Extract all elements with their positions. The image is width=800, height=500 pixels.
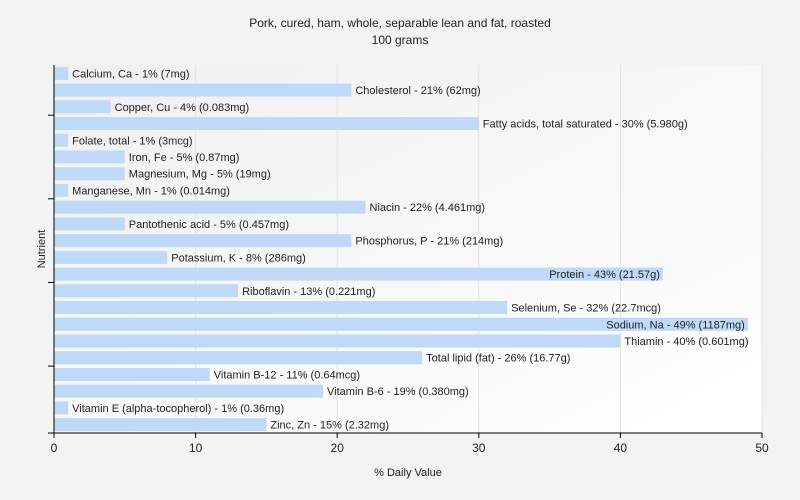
bar bbox=[54, 133, 69, 147]
bar bbox=[54, 401, 69, 415]
data-label: Vitamin B-6 - 19% (0.380mg) bbox=[327, 386, 469, 398]
data-label: Folate, total - 1% (3mcg) bbox=[72, 135, 192, 147]
data-label: Phosphorus, P - 21% (214mg) bbox=[355, 236, 503, 248]
bar bbox=[54, 351, 423, 365]
y-axis-label: Nutrient bbox=[36, 230, 48, 269]
bar bbox=[54, 317, 748, 331]
x-tick-label: 10 bbox=[189, 441, 203, 455]
bar bbox=[54, 367, 210, 381]
bar bbox=[54, 334, 621, 348]
data-label: Riboflavin - 13% (0.221mg) bbox=[242, 286, 375, 298]
data-label: Vitamin B-12 - 11% (0.64mcg) bbox=[214, 369, 360, 381]
bar bbox=[54, 183, 69, 197]
data-label: Pantothenic acid - 5% (0.457mg) bbox=[129, 219, 289, 231]
bar bbox=[54, 100, 111, 114]
x-tick-label: 0 bbox=[51, 441, 58, 455]
chart-title: Pork, cured, ham, whole, separable lean … bbox=[249, 16, 551, 30]
data-label: Fatty acids, total saturated - 30% (5.98… bbox=[483, 119, 688, 131]
data-label: Selenium, Se - 32% (22.7mcg) bbox=[511, 303, 661, 315]
x-tick-label: 50 bbox=[755, 441, 769, 455]
x-axis-label: % Daily Value bbox=[374, 467, 442, 479]
bar bbox=[54, 200, 366, 214]
data-label: Protein - 43% (21.57g) bbox=[549, 269, 660, 281]
data-label: Niacin - 22% (4.461mg) bbox=[370, 202, 486, 214]
chart-subtitle: 100 grams bbox=[371, 33, 429, 47]
bar bbox=[54, 418, 267, 432]
x-tick-label: 30 bbox=[472, 441, 486, 455]
bar bbox=[54, 384, 324, 398]
bar bbox=[54, 267, 663, 281]
data-label: Magnesium, Mg - 5% (19mg) bbox=[129, 169, 271, 181]
x-tick-label: 40 bbox=[614, 441, 628, 455]
data-label: Potassium, K - 8% (286mg) bbox=[171, 252, 306, 264]
bar bbox=[54, 66, 69, 80]
bar bbox=[54, 167, 125, 181]
data-label: Iron, Fe - 5% (0.87mg) bbox=[129, 152, 240, 164]
data-label: Cholesterol - 21% (62mg) bbox=[355, 85, 480, 97]
data-label: Vitamin E (alpha-tocopherol) - 1% (0.36m… bbox=[72, 403, 284, 415]
bar bbox=[54, 83, 352, 97]
data-label: Thiamin - 40% (0.601mg) bbox=[624, 336, 748, 348]
bar bbox=[54, 150, 125, 164]
bar bbox=[54, 217, 125, 231]
x-tick-label: 20 bbox=[331, 441, 345, 455]
bar bbox=[54, 234, 352, 248]
data-label: Copper, Cu - 4% (0.083mg) bbox=[115, 102, 250, 114]
bar bbox=[54, 250, 168, 264]
data-label: Calcium, Ca - 1% (7mg) bbox=[72, 68, 189, 80]
data-label: Sodium, Na - 49% (1187mg) bbox=[606, 319, 745, 331]
bar bbox=[54, 301, 508, 315]
data-label: Manganese, Mn - 1% (0.014mg) bbox=[72, 185, 230, 197]
data-label: Total lipid (fat) - 26% (16.77g) bbox=[426, 353, 570, 365]
data-label: Zinc, Zn - 15% (2.32mg) bbox=[270, 420, 389, 432]
bar bbox=[54, 284, 239, 298]
bar bbox=[54, 117, 479, 131]
